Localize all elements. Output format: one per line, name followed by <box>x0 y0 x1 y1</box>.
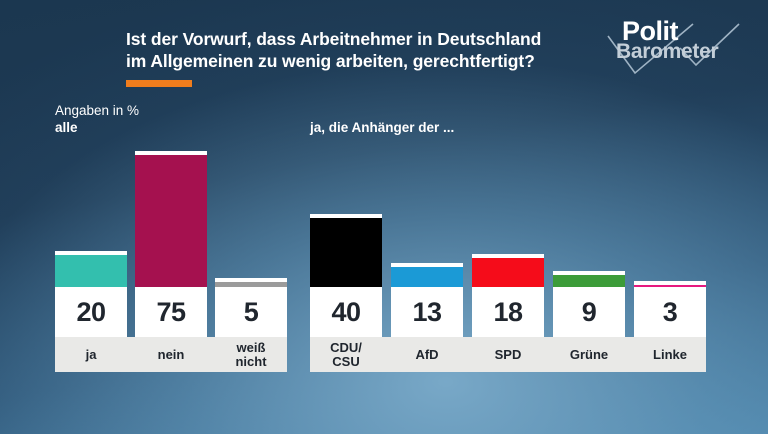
bar-value-box: 3 <box>634 287 706 337</box>
title-line-2: im Allgemeinen zu wenig arbeiten, gerech… <box>126 51 535 71</box>
bar-column[interactable]: 9 <box>553 136 625 372</box>
logo-word-barometer: Barometer <box>616 40 719 63</box>
chart-group-parteien: 40 CDU/CSU 13 AfD 18 SPD 9 Grüne 3 Linke <box>310 136 706 372</box>
bar-category-label: AfD <box>391 337 463 372</box>
caption-unit-label: Angaben in % <box>55 103 140 118</box>
bar-value-box: 40 <box>310 287 382 337</box>
bar-area-parteien: 40 CDU/CSU 13 AfD 18 SPD 9 Grüne 3 Linke <box>310 136 706 372</box>
bar-fill <box>310 214 382 287</box>
logo-checkmark-icon <box>607 23 740 75</box>
label-strip-alle <box>55 337 287 372</box>
bar-category-label: Grüne <box>553 337 625 372</box>
bar-category-label: weiß nicht <box>215 337 287 372</box>
bar-fill <box>634 281 706 287</box>
bar-label-line-1: Grüne <box>569 346 609 362</box>
bar-column[interactable]: 13 <box>391 136 463 372</box>
bar-fill <box>55 250 127 287</box>
caption-right: ja, die Anhänger der ... <box>310 120 455 135</box>
caption-group-label: alle <box>55 120 78 135</box>
bar-value-label: 9 <box>581 296 597 327</box>
chart-group-alle: 20 ja 75 nein 5 weiß nicht <box>55 136 287 372</box>
caption-left: Angaben in % alle <box>55 102 139 136</box>
bar-value-box: 13 <box>391 287 463 337</box>
bar-label-line-1: nein <box>157 346 185 362</box>
bar-fill <box>391 263 463 287</box>
bar-label-line-2: CSU <box>332 353 360 369</box>
bar-category-label: Linke <box>634 337 706 372</box>
bar-category-label: SPD <box>472 337 544 372</box>
bar-label-line-1: CDU/ <box>330 339 362 355</box>
bar-column[interactable]: 18 <box>472 136 544 372</box>
bar-value-box: 18 <box>472 287 544 337</box>
bar-fill <box>472 254 544 287</box>
bar-label-line-1: ja <box>85 346 97 362</box>
bar-area-alle: 20 ja 75 nein 5 weiß nicht <box>55 136 287 372</box>
bar-fill <box>215 277 287 287</box>
bar-value-box: 5 <box>215 287 287 337</box>
bar-value-label: 13 <box>412 296 442 327</box>
bar-value-label: 3 <box>662 296 678 327</box>
bar-column[interactable]: 75 <box>135 136 207 372</box>
bar-column[interactable]: 40 <box>310 136 382 372</box>
bar-value-label: 75 <box>156 296 186 327</box>
bar-column[interactable]: 5 <box>215 136 287 372</box>
title-accent-rule <box>126 80 192 87</box>
bar-label-line-1: Linke <box>653 346 687 362</box>
logo-word-polit: Polit <box>622 16 679 46</box>
title-line-1: Ist der Vorwurf, dass Arbeitnehmer in De… <box>126 29 542 49</box>
label-strip-parteien <box>310 337 706 372</box>
bar-category-label: ja <box>55 337 127 372</box>
bar-value-box: 20 <box>55 287 127 337</box>
bar-value-label: 5 <box>243 296 259 327</box>
bar-category-label: nein <box>135 337 207 372</box>
bar-value-box: 9 <box>553 287 625 337</box>
bar-fill <box>553 270 625 287</box>
bar-value-label: 20 <box>76 296 106 327</box>
bar-label-line-1: AfD <box>415 346 439 362</box>
bar-value-box: 75 <box>135 287 207 337</box>
bar-column[interactable]: 20 <box>55 136 127 372</box>
bar-category-label: CDU/CSU <box>310 337 382 372</box>
bar-value-label: 40 <box>331 296 361 327</box>
bar-label-line-1: weiß <box>236 339 266 355</box>
politbarometer-logo: Polit Barometer <box>598 16 756 80</box>
bar-value-label: 18 <box>493 296 523 327</box>
bar-label-line-2: nicht <box>235 353 267 369</box>
bar-column[interactable]: 3 <box>634 136 706 372</box>
bar-label-line-1: SPD <box>494 346 522 362</box>
page-title: Ist der Vorwurf, dass Arbeitnehmer in De… <box>126 28 596 72</box>
bar-fill <box>135 150 207 287</box>
